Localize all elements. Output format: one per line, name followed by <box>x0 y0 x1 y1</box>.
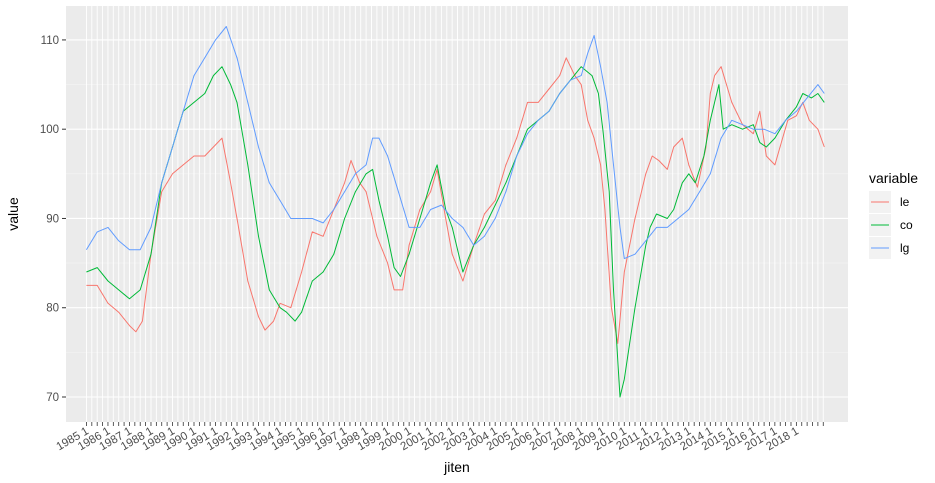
y-tick-label: 70 <box>46 392 59 404</box>
series-line-co <box>86 66 825 398</box>
y-tick-label: 90 <box>46 213 59 225</box>
legend: variable le co lg <box>869 170 918 259</box>
y-axis: 70 80 90 100 110 <box>40 35 66 404</box>
legend-label-le: le <box>900 195 910 209</box>
legend-title: variable <box>869 170 918 186</box>
y-tick-label: 100 <box>40 124 59 136</box>
legend-label-co: co <box>900 218 913 232</box>
series-line-lg <box>85 26 825 260</box>
legend-items: le co lg <box>869 191 913 259</box>
series-layer <box>85 26 825 398</box>
y-axis-title: value <box>5 197 21 231</box>
y-tick-label: 80 <box>46 303 59 315</box>
series-line-le <box>86 57 825 344</box>
gridlines <box>66 6 848 422</box>
y-tick-label: 110 <box>41 35 59 47</box>
legend-label-lg: lg <box>900 241 909 255</box>
x-axis-title: jiten <box>443 459 470 475</box>
